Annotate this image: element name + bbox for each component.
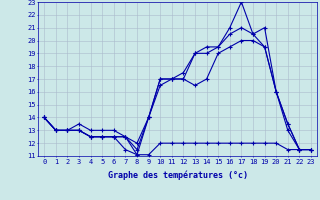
X-axis label: Graphe des températures (°c): Graphe des températures (°c) (108, 170, 248, 180)
